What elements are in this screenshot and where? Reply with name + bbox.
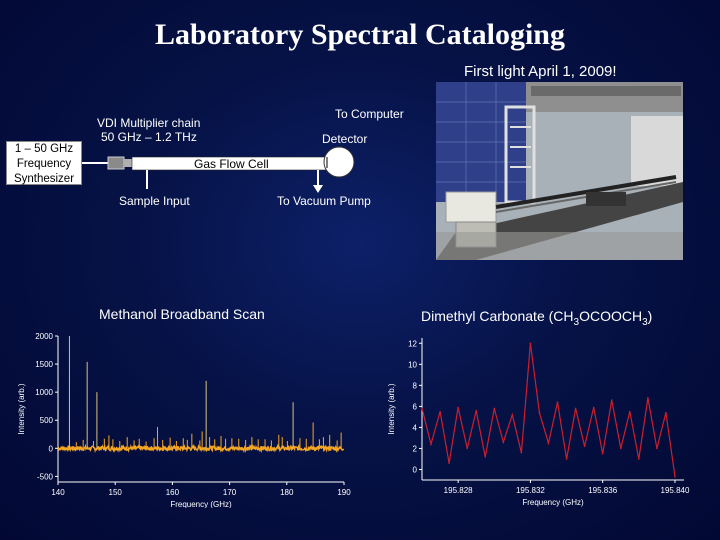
methanol-x-axis-label: Frequency (GHz) <box>170 500 232 508</box>
dmc-data-point <box>656 447 658 450</box>
dmc-data-point <box>538 411 541 414</box>
lab-photo-drawing <box>436 82 683 260</box>
dmc-data-point <box>574 407 577 410</box>
dmc-data-point <box>647 397 649 399</box>
dmc-data-point <box>674 476 676 478</box>
methanol-y-tick-label: 500 <box>40 416 54 425</box>
multiplier-horn <box>124 159 132 167</box>
dmc-data-point <box>439 410 441 413</box>
multiplier-label-2: 50 GHz – 1.2 THz <box>101 130 197 144</box>
dmc-data-point <box>466 447 468 450</box>
dmc-y-tick-label: 8 <box>413 381 418 390</box>
dmc-data-point <box>502 441 505 443</box>
dmc-data-point <box>628 410 631 413</box>
multiplier-label-1: VDI Multiplier chain <box>97 116 201 130</box>
dmc-x-tick-label: 195.840 <box>661 486 690 495</box>
dmc-data-point <box>448 462 450 464</box>
dmc-x-tick-label: 195.828 <box>444 486 473 495</box>
dmc-data-point <box>475 409 478 412</box>
dmc-data-point <box>601 452 604 455</box>
dmc-data-point <box>565 458 568 460</box>
synthesizer-label-line1: 1 – 50 GHz <box>14 143 74 155</box>
methanol-chart: 140 150 160 170 180 190 -500 0 500 1000 1500 2000 Fr… <box>17 332 351 508</box>
synthesizer-label-line2: Frequency <box>16 158 72 170</box>
dmc-data-point <box>493 407 496 410</box>
methanol-x-tick-label: 170 <box>223 488 237 497</box>
methanol-y-axis-label: Intensity (arb.) <box>17 383 26 434</box>
dmc-data-point <box>556 401 559 403</box>
lab-photo <box>436 82 683 260</box>
methanol-x-tick-label: 180 <box>280 488 294 497</box>
dmc-data-point <box>638 458 640 460</box>
methanol-x-tick-label: 150 <box>109 488 123 497</box>
dmc-x-tick-label: 195.832 <box>516 486 545 495</box>
vacuum-pump-label: To Vacuum Pump <box>277 194 371 208</box>
synthesizer-label-line3: Synthesizer <box>13 173 75 185</box>
gas-flow-cell-label: Gas Flow Cell <box>194 157 269 171</box>
slide-title: Laboratory Spectral Cataloging <box>155 18 565 51</box>
detector-icon <box>323 146 355 178</box>
dmc-data-point <box>665 411 667 414</box>
detector-label: Detector <box>322 132 368 146</box>
first-light-subtitle: First light April 1, 2009! <box>464 63 617 80</box>
multiplier-block <box>107 156 125 170</box>
dmc-data-point <box>583 445 586 448</box>
dmc-data-point <box>484 456 487 458</box>
vacuum-arrow-icon <box>313 185 323 193</box>
dmc-chart: 195.828 195.832 195.836 195.840 0 2 4 6 8 10 12 Fre… <box>387 338 690 507</box>
dmc-y-tick-label: 10 <box>408 360 417 369</box>
dmc-y-tick-label: 2 <box>413 444 418 453</box>
dmc-data-point <box>610 399 613 401</box>
methanol-chart-title: Methanol Broadband Scan <box>99 306 265 322</box>
methanol-y-tick-label: 1000 <box>35 388 53 397</box>
methanol-y-tick-label: -500 <box>37 472 54 481</box>
methanol-baseline-series <box>57 443 345 454</box>
dmc-data-point <box>457 406 459 409</box>
methanol-y-tick-label: 1500 <box>35 360 53 369</box>
dmc-data-point <box>592 406 595 409</box>
dmc-chart-title: Dimethyl Carbonate (CH3OCOOCH3) <box>421 308 653 328</box>
dmc-y-axis-label: Intensity (arb.) <box>387 383 396 434</box>
synthesizer-box: 1 – 50 GHz Frequency Synthesizer <box>6 141 82 185</box>
dmc-data-point <box>520 451 523 454</box>
methanol-y-tick-label: 0 <box>49 444 54 453</box>
dmc-data-point <box>619 447 622 450</box>
dmc-series-line <box>421 343 676 477</box>
methanol-x-tick-label: 160 <box>166 488 180 497</box>
to-computer-label: To Computer <box>335 107 404 121</box>
dmc-data-point <box>421 407 423 410</box>
dmc-y-tick-label: 12 <box>408 339 417 348</box>
dmc-data-point <box>511 413 514 416</box>
dmc-data-point <box>529 342 532 345</box>
dmc-x-axis-label: Frequency (GHz) <box>522 498 584 507</box>
dmc-y-tick-label: 0 <box>413 465 418 474</box>
sample-input-label: Sample Input <box>119 194 190 208</box>
dmc-data-point <box>430 443 432 446</box>
methanol-y-tick-label: 2000 <box>35 332 53 341</box>
dmc-x-tick-label: 195.836 <box>588 486 617 495</box>
methanol-x-tick-label: 190 <box>337 488 351 497</box>
dmc-y-tick-label: 4 <box>413 423 418 432</box>
methanol-x-tick-label: 140 <box>51 488 65 497</box>
dmc-y-tick-label: 6 <box>413 402 418 411</box>
dmc-data-point <box>547 442 550 444</box>
